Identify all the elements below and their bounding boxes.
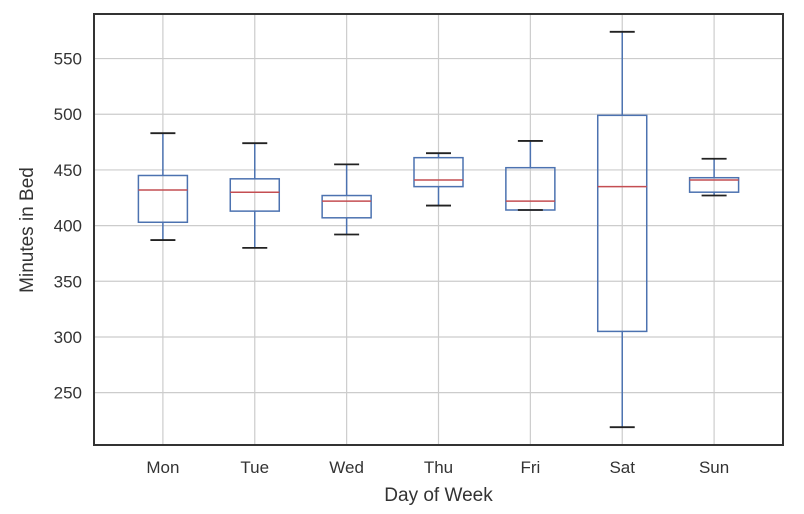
box-wed xyxy=(321,163,372,236)
y-tick-label: 550 xyxy=(54,50,82,69)
iqr-box xyxy=(229,178,281,212)
y-tick-label: 300 xyxy=(54,328,82,347)
x-tick-label-fri: Fri xyxy=(520,458,540,477)
x-axis-label: Day of Week xyxy=(384,485,493,506)
x-tick-label-mon: Mon xyxy=(146,458,179,477)
iqr-box xyxy=(596,114,648,333)
x-tick-label-thu: Thu xyxy=(424,458,453,477)
iqr-box xyxy=(688,176,740,193)
x-tick-label-tue: Tue xyxy=(240,458,269,477)
box-tue xyxy=(229,142,281,249)
iqr-box xyxy=(137,174,189,224)
plot-frame xyxy=(93,13,784,446)
x-tick-label-sat: Sat xyxy=(609,458,635,477)
box-fri xyxy=(505,140,556,211)
y-axis-label: Minutes in Bed xyxy=(17,167,38,293)
y-tick-label: 400 xyxy=(54,217,82,236)
y-tick-labels: 250 300 350 400 450 500 550 xyxy=(54,50,82,403)
box-sun xyxy=(688,157,740,197)
box-layer xyxy=(137,30,740,429)
box-thu xyxy=(413,152,464,207)
y-tick-label: 500 xyxy=(54,105,82,124)
box-mon xyxy=(137,132,189,241)
x-tick-label-sun: Sun xyxy=(699,458,729,477)
y-tick-label: 350 xyxy=(54,272,82,291)
x-tick-label-wed: Wed xyxy=(329,458,364,477)
iqr-box xyxy=(413,156,464,188)
x-tick-labels: Mon Tue Wed Thu Fri Sat Sun xyxy=(146,458,729,477)
y-tick-label: 250 xyxy=(54,384,82,403)
box-sat xyxy=(596,30,648,429)
y-tick-label: 450 xyxy=(54,161,82,180)
iqr-box xyxy=(321,194,372,219)
